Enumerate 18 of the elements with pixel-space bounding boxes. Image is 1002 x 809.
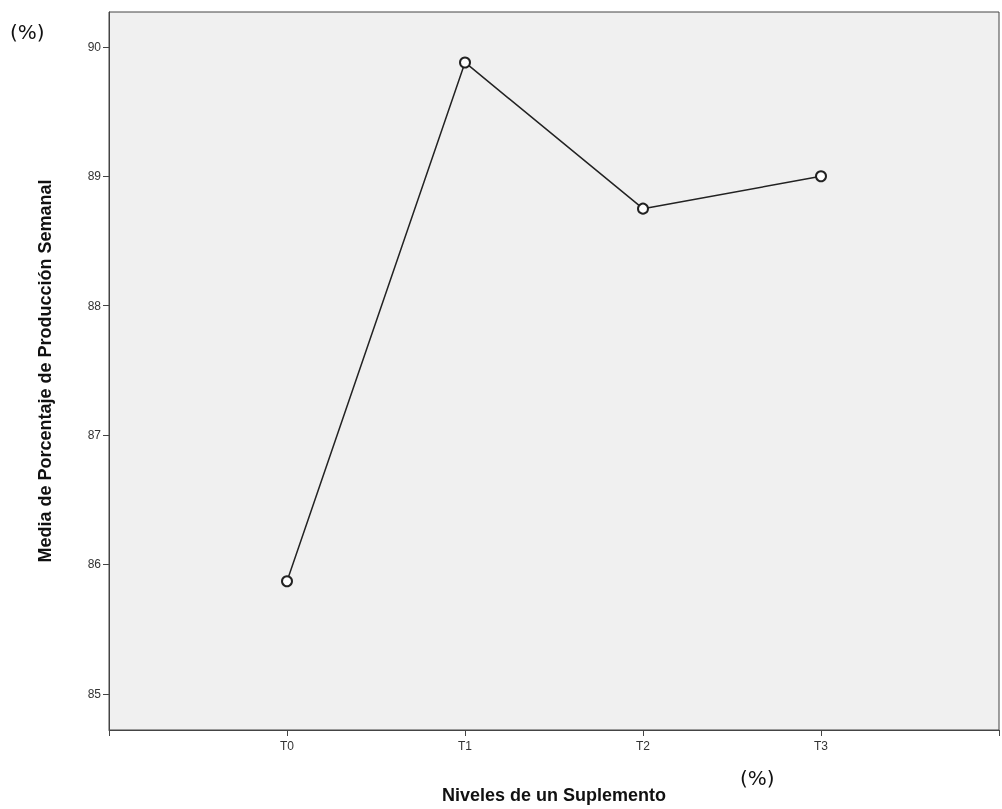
point — [459, 56, 471, 69]
y-axis-title: Media de Porcentaje de Producción Semanal — [35, 179, 55, 563]
y-tick-label: 90 — [87, 39, 102, 54]
text: (%) — [10, 20, 45, 44]
y-tick-label: 89 — [87, 169, 102, 184]
y-tick-label: 88 — [87, 298, 102, 313]
point — [281, 575, 293, 588]
y-tick-label: 87 — [87, 428, 102, 443]
text: (%) — [740, 766, 775, 790]
x-tick-label: T0 — [279, 739, 295, 753]
y-tick-label: 86 — [87, 557, 102, 572]
x-tick-label: T3 — [813, 739, 829, 753]
point — [637, 202, 649, 215]
x-tick-label: T1 — [457, 739, 473, 753]
x-tick-label: T2 — [635, 739, 651, 753]
point — [815, 170, 827, 183]
x-axis-title: Niveles de un Suplemento — [441, 785, 667, 805]
y-tick-label: 85 — [87, 686, 102, 701]
